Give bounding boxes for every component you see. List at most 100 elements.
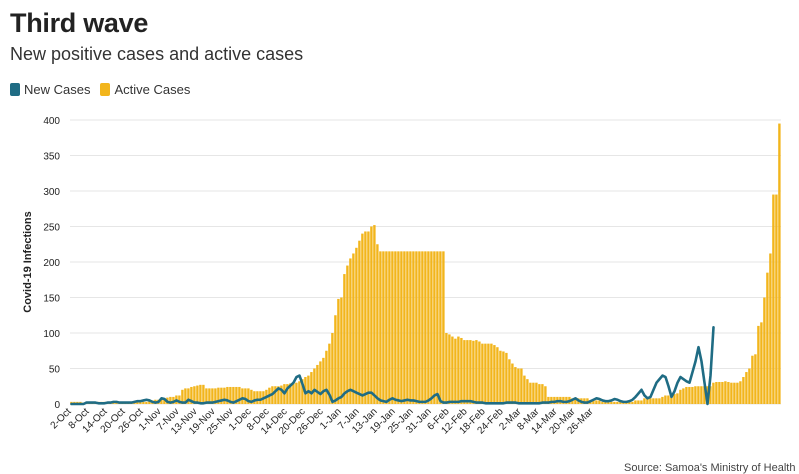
active-cases-bar — [214, 388, 217, 404]
active-cases-bar — [655, 398, 658, 404]
active-cases-bar — [319, 361, 322, 404]
active-cases-bar — [217, 387, 220, 404]
active-cases-bar — [223, 387, 226, 404]
active-cases-bar — [352, 253, 355, 404]
active-cases-bar — [697, 386, 700, 404]
active-cases-bar — [277, 386, 280, 404]
active-cases-bar — [775, 194, 778, 404]
active-cases-bar — [454, 338, 457, 404]
active-cases-bar — [601, 401, 604, 404]
active-cases-bar — [523, 375, 526, 404]
active-cases-bar — [343, 274, 346, 404]
active-cases-bar — [712, 382, 715, 404]
active-cases-bar — [541, 384, 544, 404]
active-cases-bar — [307, 375, 310, 404]
active-cases-bar — [346, 265, 349, 404]
active-cases-bar — [658, 398, 661, 404]
x-axis-ticks: 2-Oct8-Oct14-Oct20-Oct26-Oct1-Nov7-Nov13… — [49, 406, 597, 437]
active-cases-bar — [538, 384, 541, 404]
active-cases-bar — [331, 333, 334, 404]
active-cases-bar — [565, 396, 568, 404]
active-cases-bar — [259, 391, 262, 404]
active-cases-bar — [316, 364, 319, 404]
active-cases-bar — [325, 350, 328, 404]
active-cases-bar — [610, 401, 613, 404]
active-cases-bar — [733, 382, 736, 404]
y-tick-label: 350 — [43, 152, 60, 163]
active-cases-bar — [751, 355, 754, 404]
new-cases-line-layer — [70, 326, 715, 406]
y-axis-label: Covid-19 Infections — [22, 211, 34, 312]
active-cases-bar — [496, 347, 499, 404]
active-cases-bar — [433, 251, 436, 404]
active-cases-bar — [676, 393, 679, 404]
active-cases-bar — [628, 401, 631, 404]
active-cases-bar — [364, 231, 367, 404]
active-cases-bar — [328, 343, 331, 404]
active-cases-bar — [409, 251, 412, 404]
active-cases-bar — [397, 251, 400, 404]
active-cases-bar — [427, 251, 430, 404]
active-cases-bar — [649, 398, 652, 404]
active-cases-bar — [547, 396, 550, 404]
active-cases-bar — [178, 395, 181, 404]
active-cases-bar — [616, 401, 619, 404]
active-cases-bar — [388, 251, 391, 404]
active-cases-bar — [373, 225, 376, 404]
legend-item-new-cases[interactable]: New Cases — [10, 82, 90, 97]
active-cases-bar — [748, 368, 751, 404]
active-cases-bar — [460, 337, 463, 404]
legend-item-active-cases[interactable]: Active Cases — [100, 82, 190, 97]
active-cases-bar — [760, 322, 763, 404]
legend-label-active-cases: Active Cases — [114, 82, 191, 97]
active-cases-bar — [403, 251, 406, 404]
active-cases-bar — [487, 343, 490, 404]
active-cases-bar — [376, 244, 379, 404]
active-cases-bar — [244, 388, 247, 404]
active-cases-bar — [442, 251, 445, 404]
active-cases-bar — [763, 297, 766, 404]
active-cases-bar — [172, 396, 175, 404]
active-cases-bar — [412, 251, 415, 404]
active-cases-bar — [391, 251, 394, 404]
active-cases-bar — [640, 400, 643, 404]
active-cases-bar — [190, 386, 193, 404]
active-cases-bar — [745, 372, 748, 404]
active-cases-bar — [370, 226, 373, 404]
active-cases-bar — [358, 240, 361, 404]
active-cases-bar — [439, 251, 442, 404]
active-cases-bar — [778, 123, 781, 405]
active-cases-bar — [136, 401, 139, 404]
active-cases-bar — [673, 394, 676, 404]
active-cases-bar — [406, 251, 409, 404]
active-cases-bar — [532, 382, 535, 404]
active-cases-bar — [196, 385, 199, 404]
active-cases-bar — [334, 315, 337, 404]
active-cases-bar — [463, 340, 466, 404]
chart-subtitle: New positive cases and active cases — [10, 44, 304, 64]
active-cases-bar — [754, 354, 757, 404]
active-cases-bar — [250, 389, 253, 404]
active-cases-bar — [247, 388, 250, 404]
active-cases-bar — [544, 386, 547, 404]
active-cases-bar — [466, 340, 469, 404]
active-cases-bar — [682, 388, 685, 404]
active-cases-bar — [229, 386, 232, 404]
active-cases-bar — [703, 386, 706, 404]
active-cases-bar — [553, 396, 556, 404]
active-cases-bar — [292, 383, 295, 404]
active-cases-bar — [205, 388, 208, 404]
active-cases-bar — [148, 400, 151, 404]
active-cases-bar — [586, 398, 589, 404]
active-cases-bar — [643, 398, 646, 404]
active-cases-bar — [187, 388, 190, 404]
active-cases-bar — [619, 401, 622, 404]
active-cases-bar — [424, 251, 427, 404]
active-cases-bar — [298, 381, 301, 404]
active-cases-bar — [757, 325, 760, 404]
y-axis-ticks: 0 50 100 150 200 250 300 350 400 — [43, 116, 60, 411]
active-cases-bar — [535, 382, 538, 404]
active-cases-bar — [184, 388, 187, 404]
legend-swatch-new-cases — [10, 83, 20, 96]
active-cases-bar — [238, 386, 241, 404]
